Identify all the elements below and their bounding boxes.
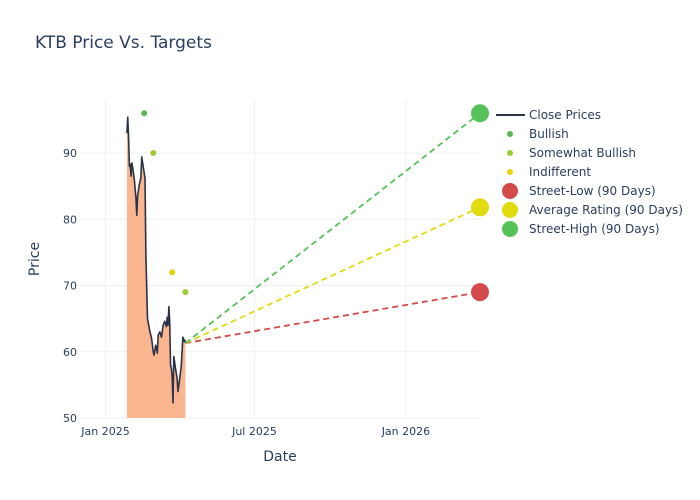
x-tick-label: Jul 2025 [231,425,277,438]
y-tick-label: 70 [63,280,77,293]
tick-labels: 50 60 70 80 90 Jan 2025 Jul 2025 Jan 2026 [63,147,430,438]
rating-point [141,110,148,117]
legend-label: Indifferent [529,165,591,179]
rating-point [169,269,176,276]
legend-label: Street-Low (90 Days) [529,184,656,198]
legend-swatch-marker [502,183,518,199]
rating-point [182,289,189,296]
legend-swatch-marker [507,150,513,156]
close-price-line [126,116,187,404]
x-axis-title: Date [263,449,296,465]
y-tick-label: 50 [63,412,77,425]
price-line-layer [126,116,187,404]
target-line [184,206,481,344]
legend-label: Average Rating (90 Days) [529,203,683,217]
legend-label: Somewhat Bullish [529,146,636,160]
y-axis-title: Price [27,242,43,276]
rating-points [141,104,489,302]
legend-label: Close Prices [529,108,601,122]
target-lines [184,112,481,345]
chart-title: KTB Price Vs. Targets [35,33,212,53]
legend-swatch-marker [502,202,518,218]
legend-label: Bullish [529,127,569,141]
legend: Close Prices Bullish Somewhat Bullish Indif… [496,108,683,237]
price-area-fill [126,117,186,418]
y-tick-label: 90 [63,147,77,160]
target-line [184,112,481,344]
price-area [126,117,186,418]
target-marker [471,104,489,123]
x-tick-label: Jan 2026 [381,425,430,438]
target-line [185,291,481,345]
rating-point [150,150,157,156]
y-tick-label: 60 [63,346,77,359]
target-marker [471,198,489,217]
gridlines [80,100,480,419]
legend-swatch-marker [502,221,518,237]
legend-label: Street-High (90 Days) [529,222,660,236]
x-tick-label: Jan 2025 [80,425,129,438]
legend-swatch-marker [507,169,513,175]
legend-swatch-marker [507,131,513,137]
target-marker [471,283,489,302]
y-tick-label: 80 [63,213,77,226]
